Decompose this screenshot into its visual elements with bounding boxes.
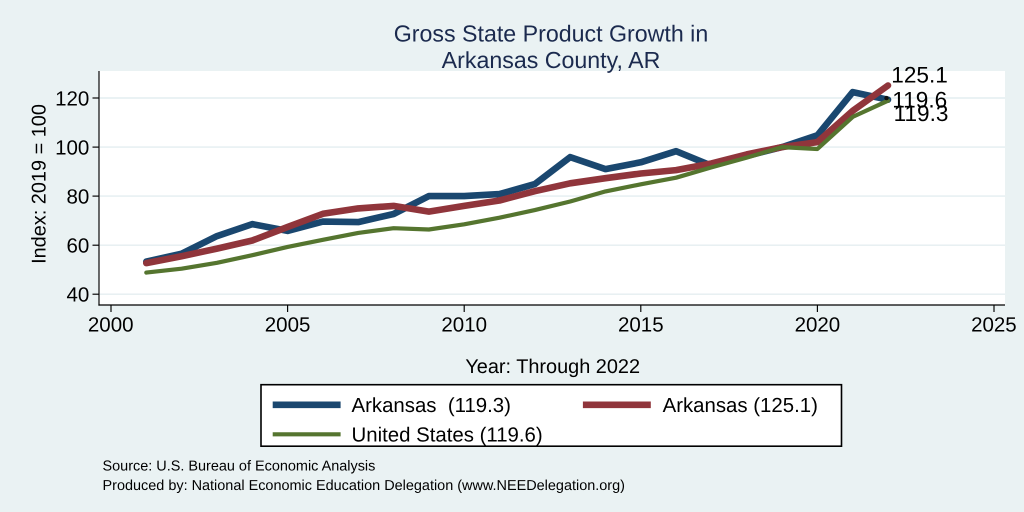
svg-text:2025: 2025 [971, 313, 1017, 336]
svg-text:2010: 2010 [441, 313, 487, 336]
svg-text:Arkansas (119.3): Arkansas (119.3) [352, 395, 511, 417]
svg-text:Gross State Product Growth in: Gross State Product Growth in [394, 20, 708, 46]
svg-text:80: 80 [66, 186, 89, 209]
svg-text:40: 40 [66, 284, 89, 307]
svg-text:Year: Through 2022: Year: Through 2022 [465, 356, 640, 378]
svg-text:119.6: 119.6 [892, 88, 947, 113]
svg-text:2005: 2005 [265, 313, 311, 336]
svg-text:100: 100 [55, 137, 89, 160]
svg-text:Produced by: National Economic: Produced by: National Economic Education… [103, 478, 625, 494]
svg-text:2000: 2000 [88, 313, 134, 336]
svg-text:2020: 2020 [795, 313, 841, 336]
svg-text:120: 120 [55, 87, 89, 110]
svg-text:2015: 2015 [618, 313, 664, 336]
svg-text:Arkansas (125.1): Arkansas (125.1) [663, 395, 818, 417]
svg-text:United States (119.6): United States (119.6) [352, 425, 543, 447]
svg-text:119.3: 119.3 [894, 101, 949, 126]
svg-text:Arkansas County, AR: Arkansas County, AR [442, 47, 661, 73]
svg-text:60: 60 [66, 235, 89, 258]
svg-text:125.1: 125.1 [891, 62, 948, 87]
svg-text:Index: 2019 = 100: Index: 2019 = 100 [29, 104, 51, 264]
svg-text:Source: U.S. Bureau of Economi: Source: U.S. Bureau of Economic Analysis [103, 459, 376, 475]
